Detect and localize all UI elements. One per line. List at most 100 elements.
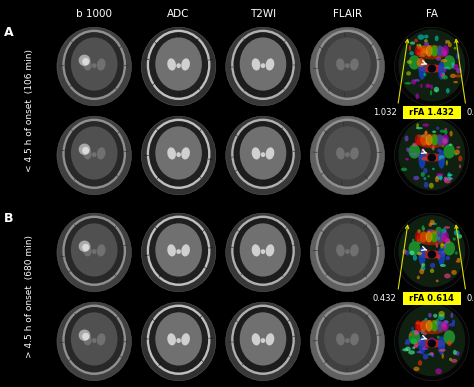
Ellipse shape bbox=[421, 172, 425, 177]
Ellipse shape bbox=[437, 149, 441, 152]
Ellipse shape bbox=[424, 39, 428, 43]
Ellipse shape bbox=[336, 147, 345, 159]
Ellipse shape bbox=[446, 256, 450, 260]
Ellipse shape bbox=[420, 134, 427, 146]
Text: FLAIR: FLAIR bbox=[333, 9, 362, 19]
Ellipse shape bbox=[141, 27, 216, 106]
Ellipse shape bbox=[423, 142, 429, 146]
Ellipse shape bbox=[414, 342, 419, 346]
Ellipse shape bbox=[420, 45, 427, 57]
Ellipse shape bbox=[409, 334, 412, 336]
Ellipse shape bbox=[97, 58, 106, 70]
Ellipse shape bbox=[82, 244, 89, 251]
Ellipse shape bbox=[436, 279, 438, 282]
Ellipse shape bbox=[442, 231, 449, 243]
Ellipse shape bbox=[417, 52, 423, 55]
Ellipse shape bbox=[456, 351, 459, 356]
Ellipse shape bbox=[423, 354, 428, 360]
Ellipse shape bbox=[430, 84, 433, 89]
Ellipse shape bbox=[418, 339, 421, 343]
Ellipse shape bbox=[450, 74, 456, 78]
Ellipse shape bbox=[324, 38, 371, 91]
Ellipse shape bbox=[345, 63, 350, 68]
Ellipse shape bbox=[167, 333, 176, 346]
Ellipse shape bbox=[453, 238, 456, 241]
Ellipse shape bbox=[444, 130, 447, 135]
Ellipse shape bbox=[92, 338, 97, 343]
Ellipse shape bbox=[63, 305, 126, 375]
Ellipse shape bbox=[416, 127, 423, 129]
Ellipse shape bbox=[316, 119, 379, 189]
Ellipse shape bbox=[345, 338, 350, 343]
Ellipse shape bbox=[431, 146, 435, 150]
Ellipse shape bbox=[97, 244, 106, 257]
Ellipse shape bbox=[417, 276, 420, 279]
Ellipse shape bbox=[417, 45, 422, 50]
Ellipse shape bbox=[437, 231, 444, 243]
Ellipse shape bbox=[417, 58, 425, 67]
Ellipse shape bbox=[409, 45, 411, 51]
Ellipse shape bbox=[155, 127, 202, 180]
Text: b 1000: b 1000 bbox=[76, 9, 112, 19]
Bar bbox=[309, 300, 386, 382]
Ellipse shape bbox=[414, 330, 418, 336]
Ellipse shape bbox=[441, 323, 447, 327]
Ellipse shape bbox=[402, 348, 409, 351]
Ellipse shape bbox=[419, 44, 421, 48]
Ellipse shape bbox=[57, 116, 131, 195]
Ellipse shape bbox=[408, 350, 415, 354]
Ellipse shape bbox=[422, 348, 428, 350]
Ellipse shape bbox=[57, 27, 131, 106]
Ellipse shape bbox=[83, 244, 91, 257]
Ellipse shape bbox=[82, 147, 89, 154]
Ellipse shape bbox=[451, 270, 457, 275]
Ellipse shape bbox=[422, 63, 427, 65]
Bar bbox=[309, 115, 386, 196]
Ellipse shape bbox=[456, 53, 460, 59]
Ellipse shape bbox=[141, 116, 216, 195]
Ellipse shape bbox=[455, 75, 461, 77]
Ellipse shape bbox=[141, 302, 216, 381]
Ellipse shape bbox=[429, 183, 434, 188]
Bar bbox=[393, 211, 471, 293]
Ellipse shape bbox=[426, 231, 433, 243]
Ellipse shape bbox=[418, 153, 446, 162]
Ellipse shape bbox=[430, 223, 437, 225]
Ellipse shape bbox=[438, 314, 445, 320]
Ellipse shape bbox=[252, 244, 260, 257]
Bar bbox=[224, 26, 302, 108]
Ellipse shape bbox=[412, 239, 415, 242]
Ellipse shape bbox=[418, 135, 423, 138]
Ellipse shape bbox=[442, 51, 447, 57]
Ellipse shape bbox=[82, 333, 89, 340]
Ellipse shape bbox=[394, 116, 469, 195]
Ellipse shape bbox=[432, 168, 435, 170]
Ellipse shape bbox=[443, 177, 449, 182]
Ellipse shape bbox=[427, 175, 430, 177]
Ellipse shape bbox=[415, 134, 422, 146]
Ellipse shape bbox=[426, 320, 433, 332]
Ellipse shape bbox=[455, 149, 460, 155]
Ellipse shape bbox=[412, 347, 415, 349]
Ellipse shape bbox=[453, 81, 458, 83]
Ellipse shape bbox=[64, 307, 124, 372]
Ellipse shape bbox=[57, 302, 131, 381]
Ellipse shape bbox=[444, 243, 446, 249]
Ellipse shape bbox=[442, 72, 445, 76]
Text: < 4.5 h of onset  (106 min): < 4.5 h of onset (106 min) bbox=[26, 50, 35, 173]
Ellipse shape bbox=[399, 118, 465, 190]
Ellipse shape bbox=[437, 134, 444, 146]
Ellipse shape bbox=[336, 58, 345, 70]
Ellipse shape bbox=[440, 243, 444, 248]
Ellipse shape bbox=[261, 152, 265, 157]
Ellipse shape bbox=[71, 127, 118, 180]
Ellipse shape bbox=[424, 182, 428, 188]
Ellipse shape bbox=[411, 79, 416, 84]
Ellipse shape bbox=[441, 74, 446, 77]
Ellipse shape bbox=[413, 176, 419, 180]
Ellipse shape bbox=[415, 320, 422, 332]
Ellipse shape bbox=[450, 313, 453, 318]
Bar bbox=[140, 26, 218, 108]
Ellipse shape bbox=[417, 238, 422, 245]
Ellipse shape bbox=[418, 34, 424, 40]
